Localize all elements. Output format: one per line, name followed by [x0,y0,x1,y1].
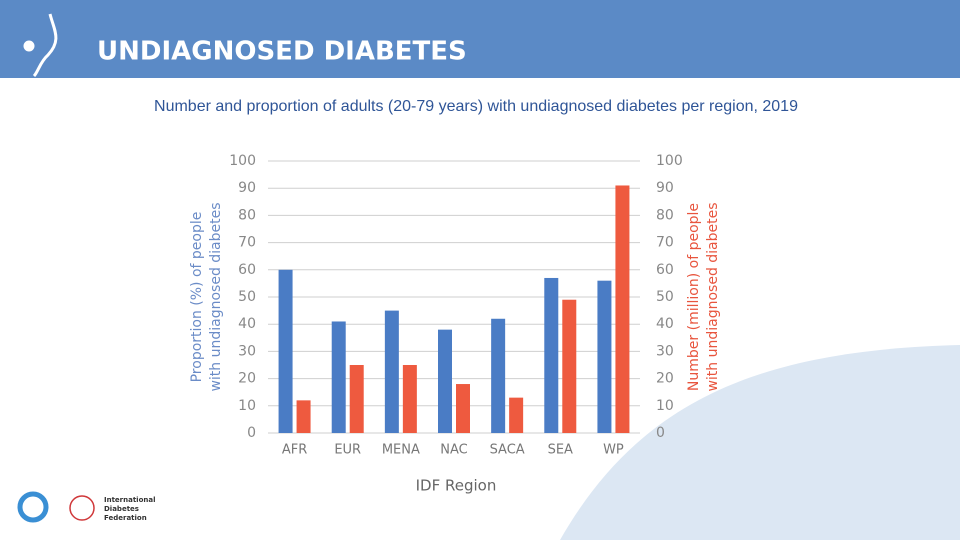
x-axis-title: IDF Region [416,477,497,495]
y2-tick-label: 20 [656,371,674,387]
x-tick-label: SACA [490,443,525,458]
y2-tick-label: 80 [656,207,674,223]
logo-text: Federation [104,514,147,522]
logo [17,491,95,523]
y-tick-label: 20 [238,371,256,387]
y-tick-label: 100 [229,153,256,169]
x-tick-label: WP [603,443,624,458]
y2-axis-title: with undiagnosed diabetes [705,202,721,391]
x-tick-label: SEA [548,443,573,458]
y-tick-label: 80 [238,207,256,223]
background-shape [560,345,960,540]
y2-tick-label: 60 [656,262,674,278]
y-tick-label: 50 [238,289,256,305]
y2-tick-label: 10 [656,398,674,414]
y2-tick-label: 90 [656,180,674,196]
x-tick-label: MENA [382,443,420,458]
x-tick-label: NAC [440,443,467,458]
y-tick-label: 30 [238,343,256,359]
bar [438,329,452,433]
y2-tick-label: 50 [656,289,674,305]
bar [544,277,559,433]
bar [384,310,399,433]
y2-tick-label: 0 [656,425,665,441]
y-tick-label: 10 [238,398,256,414]
bar [491,318,506,433]
y2-tick-label: 100 [656,153,683,169]
bar [402,365,417,433]
header-band [0,0,960,78]
y-tick-label: 40 [238,316,256,332]
logo-text: International [104,496,156,504]
y2-tick-label: 70 [656,235,674,251]
y-tick-label: 0 [247,425,256,441]
bar [615,185,630,433]
bar [349,365,364,433]
chart: 0 10 20 30 40 50 60 70 80 90 100 0 10 20 30 40 50 60 70 80 9… [189,153,721,458]
x-tick-label: EUR [334,443,361,458]
bar [509,397,524,433]
logo-emblem [69,495,95,521]
bar [296,400,311,433]
logo-circle [17,491,49,523]
bar [331,321,346,433]
y2-tick-label: 30 [656,343,674,359]
y-axis-title: Proportion (%) of people [189,212,205,383]
y-tick-label: 90 [238,180,256,196]
y-tick-label: 60 [238,262,256,278]
bar [278,269,293,433]
slide-title: UNDIAGNOSED DIABETES [97,37,467,67]
x-tick-label: AFR [282,443,307,458]
y2-tick-label: 40 [656,316,674,332]
logo-text: Diabetes [104,505,139,513]
y-axis-title: with undiagnosed diabetes [208,202,224,391]
chart-subtitle: Number and proportion of adults (20-79 y… [154,98,798,115]
y2-axis-title: Number (million) of people [686,203,702,391]
bar [597,280,612,433]
stethoscope-icon [23,13,58,78]
y-tick-label: 70 [238,235,256,251]
bar [456,384,470,433]
bar [562,299,577,433]
